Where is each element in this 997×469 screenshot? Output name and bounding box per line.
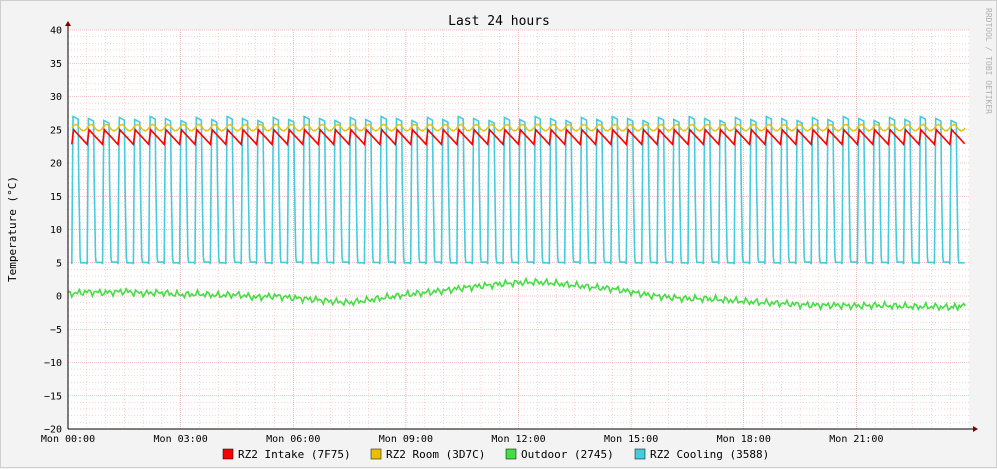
x-tick-label: Mon 00:00 bbox=[41, 434, 95, 445]
legend: RZ2 Intake (7F75) RZ2 Room (3D7C) Outdoor … bbox=[222, 448, 769, 461]
x-tick-label: Mon 18:00 bbox=[717, 434, 771, 445]
x-tick-label: Mon 03:00 bbox=[154, 434, 208, 445]
rrdtool-watermark: RRDTOOL / TOBI OETIKER bbox=[984, 8, 993, 114]
legend-swatch bbox=[370, 448, 382, 460]
y-tick-label: 20 bbox=[50, 159, 62, 170]
y-tick-label: 30 bbox=[50, 92, 62, 103]
y-axis-arrow bbox=[65, 21, 71, 26]
y-tick-label: 25 bbox=[50, 125, 62, 136]
series-line-rz2-cooling bbox=[71, 115, 965, 265]
y-axis-label: Temperature (°C) bbox=[6, 176, 19, 282]
legend-swatch bbox=[222, 448, 234, 460]
series-line-outdoor bbox=[67, 276, 966, 312]
x-tick-label: Mon 15:00 bbox=[604, 434, 658, 445]
x-axis-arrow bbox=[973, 426, 978, 432]
y-tick-label: −5 bbox=[50, 325, 62, 336]
legend-label: RZ2 Intake (7F75) bbox=[238, 448, 351, 461]
axes bbox=[65, 21, 978, 432]
y-tick-label: 10 bbox=[50, 225, 62, 236]
y-tick-label: 40 bbox=[50, 26, 62, 37]
series-line-rz2-room bbox=[71, 123, 966, 132]
x-tick-label: Mon 12:00 bbox=[491, 434, 545, 445]
series-layer bbox=[67, 115, 966, 312]
y-tick-label: 5 bbox=[56, 258, 62, 269]
y-axis-ticks: 40 35 30 25 20 15 10 5 0 −5 −10 −15 −20 bbox=[44, 26, 62, 436]
y-tick-label: −15 bbox=[44, 391, 62, 402]
legend-label: RZ2 Room (3D7C) bbox=[386, 448, 485, 461]
x-tick-label: Mon 21:00 bbox=[829, 434, 883, 445]
y-tick-label: −20 bbox=[44, 425, 62, 436]
y-tick-label: 0 bbox=[56, 292, 62, 303]
y-tick-label: −10 bbox=[44, 358, 62, 369]
legend-swatch bbox=[505, 448, 517, 460]
legend-label: Outdoor (2745) bbox=[521, 448, 614, 461]
x-axis-ticks: Mon 00:00 Mon 03:00 Mon 06:00 Mon 09:00 Mon … bbox=[41, 434, 884, 445]
x-tick-label: Mon 06:00 bbox=[266, 434, 320, 445]
legend-swatch bbox=[634, 448, 646, 460]
x-tick-label: Mon 09:00 bbox=[379, 434, 433, 445]
y-tick-label: 35 bbox=[50, 59, 62, 70]
legend-label: RZ2 Cooling (3588) bbox=[650, 448, 769, 461]
y-tick-label: 15 bbox=[50, 192, 62, 203]
series-line-rz2-intake bbox=[71, 127, 966, 147]
chart-title: Last 24 hours bbox=[448, 14, 550, 29]
